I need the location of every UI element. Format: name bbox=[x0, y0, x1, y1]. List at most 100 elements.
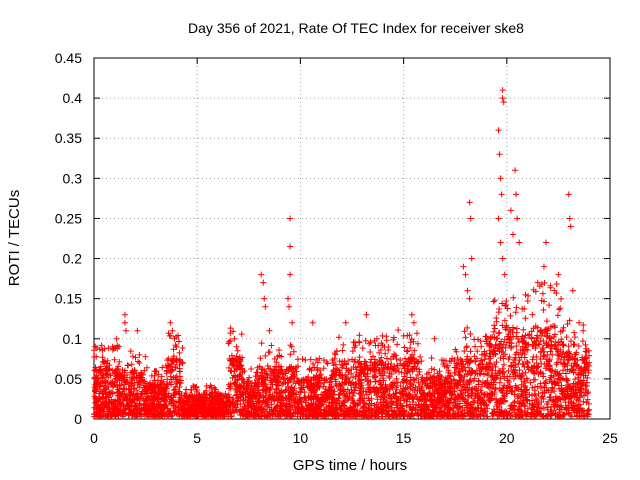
data-point bbox=[571, 341, 578, 348]
data-point bbox=[402, 355, 409, 362]
data-point bbox=[385, 364, 392, 371]
data-point bbox=[493, 314, 500, 321]
data-point bbox=[531, 338, 538, 345]
data-point bbox=[565, 356, 572, 363]
data-point bbox=[337, 387, 344, 394]
data-point bbox=[136, 400, 143, 407]
data-point bbox=[388, 401, 395, 408]
data-point bbox=[129, 375, 136, 382]
data-point bbox=[464, 324, 471, 331]
data-point bbox=[441, 380, 448, 387]
data-point bbox=[550, 323, 557, 330]
data-point bbox=[303, 413, 310, 420]
data-point bbox=[419, 378, 426, 385]
data-point bbox=[500, 355, 507, 362]
data-point bbox=[308, 405, 315, 412]
data-point bbox=[176, 349, 183, 356]
data-point bbox=[491, 379, 498, 386]
data-point bbox=[469, 389, 476, 396]
data-point bbox=[491, 350, 498, 357]
data-point bbox=[513, 191, 520, 198]
data-point bbox=[162, 362, 169, 369]
data-point bbox=[491, 391, 498, 398]
x-tick-label: 5 bbox=[193, 430, 201, 446]
data-point bbox=[573, 361, 580, 368]
data-point bbox=[557, 328, 564, 335]
data-point bbox=[465, 392, 472, 399]
data-point bbox=[170, 402, 177, 409]
data-point bbox=[471, 375, 478, 382]
data-point bbox=[449, 404, 456, 411]
data-point bbox=[340, 399, 347, 406]
data-point bbox=[362, 363, 369, 370]
data-point bbox=[501, 271, 508, 278]
data-point bbox=[499, 344, 506, 351]
data-point bbox=[563, 393, 570, 400]
data-point bbox=[322, 392, 329, 399]
data-point bbox=[471, 399, 478, 406]
data-point bbox=[161, 409, 168, 416]
data-point bbox=[353, 366, 360, 373]
data-point bbox=[537, 337, 544, 344]
data-point bbox=[386, 391, 393, 398]
data-point bbox=[200, 391, 207, 398]
data-point bbox=[545, 387, 552, 394]
data-point bbox=[352, 373, 359, 380]
data-point bbox=[335, 334, 342, 341]
x-tick-label: 25 bbox=[602, 430, 618, 446]
data-point bbox=[326, 379, 333, 386]
data-point bbox=[444, 412, 451, 419]
data-point bbox=[246, 374, 253, 381]
data-point bbox=[393, 375, 400, 382]
data-point bbox=[116, 401, 123, 408]
data-point bbox=[563, 334, 570, 341]
data-point bbox=[362, 337, 369, 344]
data-point bbox=[555, 271, 562, 278]
data-point bbox=[461, 328, 468, 335]
data-point bbox=[560, 367, 567, 374]
data-point bbox=[288, 385, 295, 392]
data-point bbox=[135, 379, 142, 386]
data-point bbox=[119, 375, 126, 382]
data-point bbox=[501, 382, 508, 389]
data-point bbox=[518, 386, 525, 393]
data-point bbox=[328, 386, 335, 393]
data-point bbox=[570, 392, 577, 399]
data-point bbox=[546, 302, 553, 309]
data-point bbox=[351, 401, 358, 408]
data-point bbox=[275, 397, 282, 404]
data-point bbox=[152, 412, 159, 419]
data-point bbox=[504, 387, 511, 394]
data-point bbox=[467, 348, 474, 355]
data-point bbox=[525, 292, 532, 299]
data-point bbox=[464, 353, 471, 360]
data-point bbox=[465, 409, 472, 416]
data-point bbox=[482, 333, 489, 340]
data-point bbox=[533, 368, 540, 375]
data-point bbox=[431, 335, 438, 342]
data-point bbox=[556, 385, 563, 392]
data-point bbox=[428, 365, 435, 372]
y-tick-label: 0.4 bbox=[63, 90, 83, 106]
data-point bbox=[371, 410, 378, 417]
data-point bbox=[246, 391, 253, 398]
data-point bbox=[92, 399, 99, 406]
data-point bbox=[289, 319, 296, 326]
data-point bbox=[427, 391, 434, 398]
y-tick-label: 0.35 bbox=[55, 130, 82, 146]
data-point bbox=[548, 341, 555, 348]
data-point bbox=[510, 359, 517, 366]
data-point bbox=[345, 375, 352, 382]
data-point bbox=[122, 379, 129, 386]
data-point bbox=[355, 359, 362, 366]
data-point bbox=[202, 399, 209, 406]
data-point bbox=[195, 413, 202, 420]
data-point bbox=[309, 319, 316, 326]
data-point bbox=[223, 394, 230, 401]
data-point bbox=[105, 406, 112, 413]
data-point bbox=[132, 354, 139, 361]
data-point bbox=[390, 336, 397, 343]
data-points bbox=[91, 87, 593, 420]
data-point bbox=[540, 263, 547, 270]
data-point bbox=[350, 363, 357, 370]
